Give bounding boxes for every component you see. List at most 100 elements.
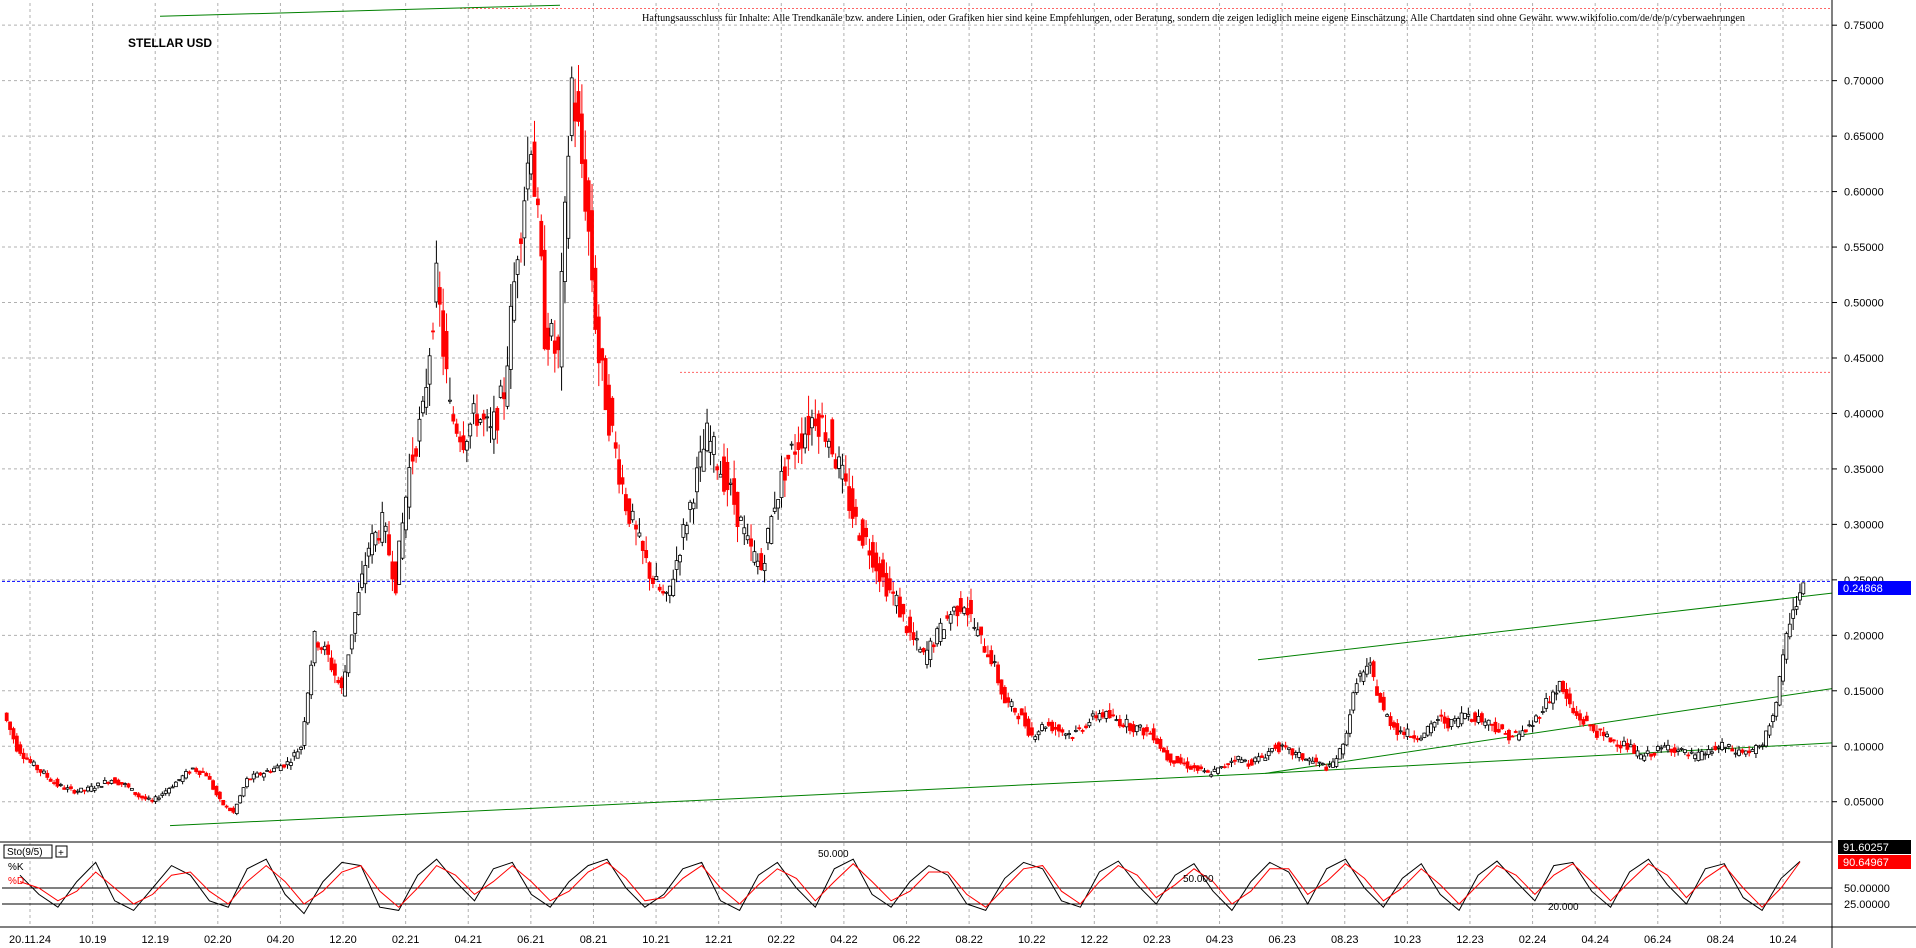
- candle-body: [566, 155, 571, 239]
- candle-body: [1283, 745, 1288, 748]
- indicator-add-button[interactable]: [55, 845, 68, 858]
- candle-body: [1419, 737, 1423, 741]
- candle-body: [799, 433, 804, 449]
- candle-body: [1510, 735, 1515, 738]
- candle-body: [718, 473, 723, 478]
- candle-body: [173, 781, 178, 788]
- candle-body: [1574, 711, 1579, 716]
- candle-body: [877, 563, 882, 582]
- d-value-box: [1838, 855, 1911, 869]
- y-tick-label: 0.20000: [1844, 630, 1884, 642]
- candle-body: [1561, 681, 1565, 693]
- candle-body: [796, 442, 801, 450]
- candle-body: [35, 764, 40, 771]
- candle-body: [217, 791, 222, 800]
- candle-body: [1398, 730, 1403, 733]
- candle-body: [1760, 744, 1765, 747]
- candle-body: [1138, 724, 1143, 728]
- candle-body: [1185, 761, 1190, 769]
- candle-body: [522, 200, 527, 239]
- candle-body: [1696, 751, 1701, 761]
- candle-body: [1642, 755, 1647, 761]
- candle-body: [779, 470, 784, 498]
- candle-body: [678, 555, 682, 563]
- candle-body: [1517, 733, 1521, 741]
- candle-body: [1151, 728, 1156, 741]
- candle-body: [1392, 722, 1396, 728]
- candle-body: [830, 419, 835, 455]
- candle-body: [1666, 744, 1670, 751]
- candle-body: [982, 646, 987, 653]
- candle-body: [1703, 753, 1708, 756]
- candle-body: [146, 797, 151, 800]
- candle-body: [197, 770, 202, 775]
- candle-body: [109, 779, 114, 784]
- candle-body: [1114, 719, 1119, 721]
- candle-body: [789, 443, 794, 446]
- x-tick-label: 06.23: [1268, 934, 1296, 946]
- candle-body: [234, 803, 239, 815]
- candle-body: [31, 761, 36, 766]
- candle-body: [150, 799, 155, 802]
- candle-body: [921, 648, 926, 653]
- candle-body: [1320, 763, 1325, 766]
- candle-body: [48, 778, 53, 782]
- candle-body: [1175, 755, 1180, 764]
- candle-body: [441, 310, 446, 357]
- candle-body: [1094, 715, 1099, 719]
- stochastic-labels: Sto(9/5) + %K %D 50.000 50.000 20.000 91…: [3, 840, 1911, 913]
- candle-body: [969, 600, 973, 615]
- candle-body: [1469, 719, 1474, 722]
- candle-body: [1080, 730, 1085, 732]
- candle-body: [1557, 680, 1562, 692]
- candle-body: [204, 772, 209, 777]
- candle-body: [62, 787, 67, 790]
- candle-body: [1618, 744, 1623, 749]
- candle-body: [556, 336, 561, 351]
- x-tick-label: 04.23: [1206, 934, 1234, 946]
- candle-body: [1324, 766, 1329, 771]
- candle-body: [295, 751, 300, 759]
- x-tick-label: 08.21: [580, 934, 608, 946]
- candle-body: [711, 436, 716, 455]
- x-tick-label: 02.20: [204, 934, 232, 946]
- candle-body: [769, 516, 774, 544]
- candle-body: [488, 426, 493, 429]
- candle-body: [938, 622, 943, 642]
- x-tick-label: 08.24: [1707, 934, 1735, 946]
- candle-body: [894, 594, 899, 607]
- candle-body: [942, 629, 946, 639]
- candle-body: [251, 773, 256, 780]
- candle-body: [1273, 744, 1278, 749]
- x-tick-label: 04.21: [454, 934, 482, 946]
- candle-body: [1178, 757, 1183, 764]
- candle-body: [1002, 686, 1007, 704]
- candle-body: [427, 355, 432, 385]
- candle-body: [1263, 757, 1268, 762]
- candle-body: [123, 783, 128, 785]
- candle-body: [390, 561, 395, 580]
- indicator-name-box[interactable]: [3, 844, 53, 859]
- candle-body: [393, 561, 398, 594]
- candle-body: [1770, 715, 1775, 723]
- candle-body: [1067, 733, 1071, 735]
- candle-body: [194, 768, 199, 772]
- candle-body: [1622, 740, 1626, 747]
- candle-body: [647, 562, 652, 579]
- candle-body: [1381, 696, 1386, 711]
- y-tick-label: 0.70000: [1844, 76, 1884, 88]
- candle-body: [519, 238, 523, 244]
- candle-body: [79, 787, 84, 793]
- candle-body: [1628, 744, 1633, 748]
- candle-body: [596, 316, 601, 364]
- candle-body: [776, 499, 781, 509]
- candle-body: [1500, 724, 1505, 730]
- candle-body: [1412, 735, 1417, 739]
- candle-body: [535, 198, 540, 206]
- k-legend: %K: [8, 862, 24, 873]
- candle-body: [1155, 738, 1159, 744]
- candle-body: [92, 787, 97, 791]
- x-tick-label: 20.11.24: [9, 934, 51, 946]
- candle-body: [58, 784, 63, 786]
- candle-body: [1747, 750, 1752, 754]
